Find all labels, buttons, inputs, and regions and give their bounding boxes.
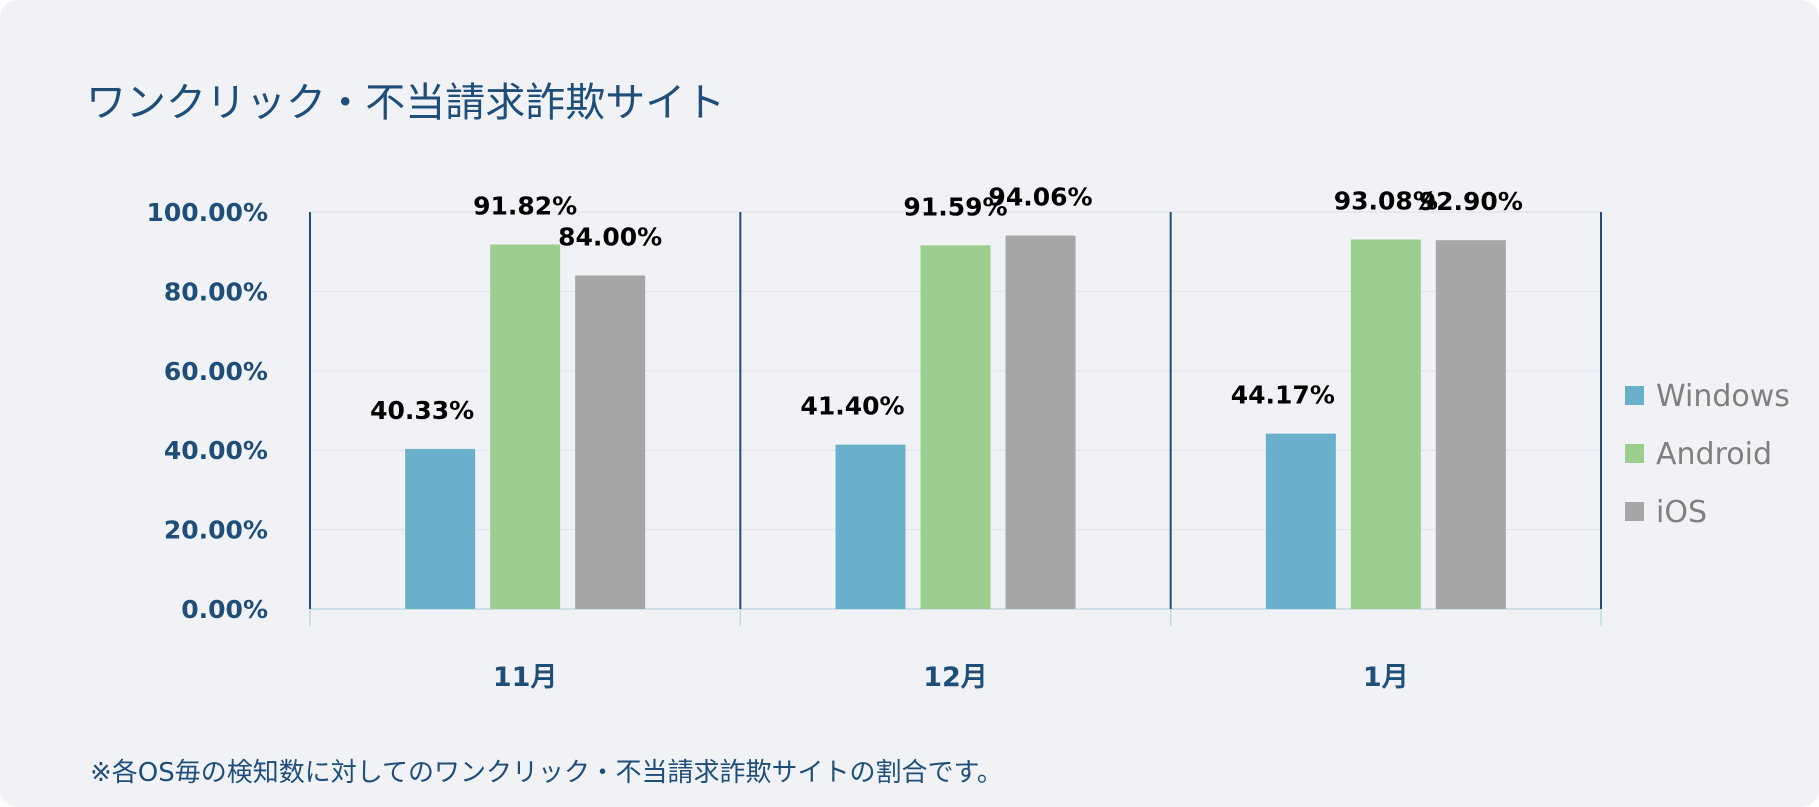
data-label-windows: 44.17%	[1231, 381, 1335, 410]
data-label-android: 93.08%	[1334, 186, 1438, 215]
data-label-windows: 40.33%	[370, 396, 474, 425]
bar-windows-3	[1265, 433, 1336, 609]
bar-windows-2	[835, 444, 906, 609]
y-tick-label: 0.00%	[181, 595, 268, 624]
legend-swatch-windows	[1625, 386, 1644, 405]
y-tick-label: 80.00%	[164, 277, 268, 306]
bar-windows-1	[405, 448, 476, 609]
legend-swatch-android	[1625, 444, 1644, 463]
data-label-android: 91.59%	[903, 192, 1007, 221]
data-label-ios: 84.00%	[558, 223, 662, 252]
bar-ios-2	[1005, 235, 1076, 610]
y-tick-label: 60.00%	[164, 357, 268, 386]
x-tick-label: 1月	[1363, 662, 1409, 693]
data-label-ios: 94.06%	[988, 183, 1092, 212]
chart-title: ワンクリック・不当請求詐欺サイト	[86, 80, 726, 126]
bar-android-1	[490, 244, 561, 609]
bar-android-3	[1350, 239, 1421, 609]
y-tick-label: 40.00%	[164, 436, 268, 465]
bar-android-2	[920, 245, 991, 609]
x-tick-label: 12月	[923, 662, 988, 693]
legend-label-android: Android	[1656, 437, 1772, 472]
legend-swatch-ios	[1625, 502, 1644, 521]
x-tick-label: 11月	[493, 662, 558, 693]
legend-label-ios: iOS	[1656, 495, 1707, 530]
legend-label-windows: Windows	[1656, 379, 1790, 414]
data-label-windows: 41.40%	[800, 392, 904, 421]
footnote: ※各OS毎の検知数に対してのワンクリック・不当請求詐欺サイトの割合です。	[90, 758, 1003, 788]
bar-ios-3	[1435, 240, 1506, 609]
data-label-android: 91.82%	[473, 191, 577, 220]
bar-ios-1	[575, 275, 646, 609]
y-tick-label: 20.00%	[164, 516, 268, 545]
data-label-ios: 92.90%	[1419, 187, 1523, 216]
y-tick-label: 100.00%	[146, 198, 268, 227]
